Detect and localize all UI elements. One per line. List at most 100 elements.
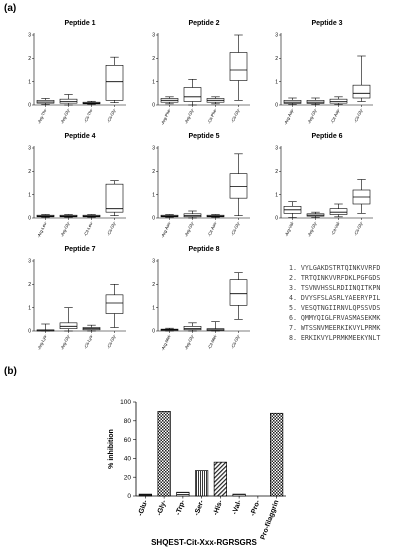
box-iqr [329, 208, 348, 215]
box-4 [105, 180, 124, 216]
category-label: -Cit-Gly- [230, 107, 241, 124]
y-tick-label: 3 [28, 146, 31, 152]
box-iqr [105, 65, 124, 101]
y-tick-label: 2 [28, 56, 31, 62]
y-tick-label: 2 [152, 56, 155, 62]
box-2 [59, 94, 78, 106]
category-label: -Arg-Met- [160, 333, 172, 352]
y-tick-label: 3 [152, 259, 155, 265]
y-tick-label: 1 [152, 305, 155, 311]
box-2 [59, 214, 78, 218]
box-3 [82, 100, 101, 105]
y-tick-label: 0 [28, 216, 31, 222]
category-label: -Arg-Gly- [306, 220, 318, 238]
category-label: -Val- [231, 499, 243, 516]
y-tick-label: 2 [152, 282, 155, 288]
box-1 [160, 214, 179, 218]
category-label: -Arg-Leu- [36, 220, 48, 239]
category-label: -Cit-Met- [206, 333, 218, 350]
plot-title: Peptide 8 [188, 246, 219, 253]
box-2 [59, 307, 78, 332]
category-label: -Cit-Gly- [106, 333, 117, 350]
box-iqr [105, 183, 124, 213]
bar-8 [270, 412, 284, 497]
y-tick-label: 0 [275, 216, 278, 222]
y-tick-label: 0 [28, 329, 31, 335]
y-tick-label: 2 [28, 282, 31, 288]
box-plot-peptide-3: Peptide 3 0 1 2 3 -Arg-Asp- -Arg-Gly- -Cit-Asp-… [275, 20, 373, 126]
category-label: -Arg-Thr- [36, 107, 48, 125]
box-2 [183, 322, 202, 332]
sequence-line-3: 3. TSVNVHSSLRDIINQITKPN [289, 284, 380, 292]
category-label: -Cit-Gly- [353, 220, 364, 237]
y-tick-label: 3 [152, 146, 155, 152]
y-tick-label: 0 [152, 103, 155, 109]
category-label: -Arg-Gly- [183, 107, 195, 125]
box-1 [160, 327, 179, 332]
category-label: -Arg-Phe- [160, 107, 172, 126]
box-4 [105, 284, 124, 328]
category-label: -Cit-Gly- [106, 220, 117, 237]
box-iqr [59, 322, 78, 329]
box-2 [306, 211, 325, 218]
bar-5 [213, 461, 227, 497]
y-tick-label: 1 [28, 192, 31, 198]
sequence-line-5: 5. VESQTNGIIRNVLQPSSVDS [289, 304, 380, 312]
sequence-list: 1. VYLGAKDSTRTQINKVVRFD 2. TRTQINKVVRFDK… [289, 264, 380, 342]
bar-6 [232, 493, 246, 497]
box-1 [283, 97, 302, 105]
y-tick-label: 2 [275, 169, 278, 175]
category-label: -Cit-Gly- [230, 220, 241, 237]
box-3 [206, 214, 225, 218]
bar-4 [195, 470, 209, 497]
sequence-line-7: 7. WTSSNVMEERKIKVYLPRMK [289, 324, 380, 332]
y-tick-label: 0 [152, 329, 155, 335]
y-tick-label: 60 [124, 437, 132, 444]
y-tick-label: 2 [152, 169, 155, 175]
category-label: -Arg-Val- [283, 220, 295, 238]
box-iqr [183, 326, 202, 331]
category-label: -Arg-Gly- [183, 220, 195, 238]
box-plot-peptide-4: Peptide 4 0 1 2 3 -Arg-Leu- -Arg-Gly- -Cit-Leu-… [28, 133, 126, 238]
y-tick-label: 0 [152, 216, 155, 222]
box-4 [352, 55, 371, 102]
sequence-line-6: 6. QMMYQIGLFRVASMASEKMK [289, 314, 380, 322]
category-label: -Arg-Gly- [59, 107, 71, 125]
y-tick-label: 40 [124, 456, 132, 463]
x-axis-label: SHQEST-Cit-Xxx-RGRSGRS [151, 538, 257, 547]
box-4 [229, 272, 248, 320]
box-1 [36, 214, 55, 218]
plot-title: Peptide 7 [64, 246, 95, 253]
bar-3 [176, 491, 190, 497]
category-label: -Cit-Gly- [106, 107, 117, 124]
box-3 [82, 324, 101, 332]
bar-2 [157, 411, 171, 497]
plot-title: Peptide 2 [188, 20, 219, 27]
category-label: -Cit-Leu- [82, 220, 94, 237]
plot-title: Peptide 1 [64, 20, 95, 27]
category-label: -Cit-Gly- [353, 107, 364, 124]
box-1 [160, 96, 179, 105]
plot-title: Peptide 3 [311, 20, 342, 27]
y-tick-label: 0 [28, 103, 31, 109]
box-plot-grid: Peptide 1 0 1 2 3 -Arg-Thr- -Arg-Gly- -Cit-Thr-… [28, 20, 373, 351]
box-plot-peptide-7: Peptide 7 0 1 2 3 -Arg-Lys- -Arg-Gly- -Cit-Lys-… [28, 246, 126, 351]
y-tick-label: 2 [275, 56, 278, 62]
sequence-line-1: 1. VYLGAKDSTRTQINKVVRFD [289, 264, 380, 272]
category-label: -Ser- [193, 499, 205, 517]
box-iqr [229, 52, 248, 81]
category-label: -Arg-Gly- [306, 107, 318, 125]
box-3 [329, 96, 348, 105]
category-label: -Cit-Phe- [206, 107, 218, 125]
box-4 [105, 56, 124, 103]
y-tick-label: 1 [152, 192, 155, 198]
box-plot-peptide-6: Peptide 6 0 1 2 3 -Arg-Val- -Arg-Gly- -Cit-Val-… [275, 133, 373, 238]
box-1 [36, 323, 55, 332]
plot-title: Peptide 6 [311, 133, 342, 140]
panel-label-a: (a) [4, 3, 16, 14]
category-label: -Arg-Asp- [283, 107, 295, 126]
category-label: -Cit-Lys- [83, 333, 94, 350]
box-iqr [105, 294, 124, 314]
box-2 [306, 97, 325, 105]
